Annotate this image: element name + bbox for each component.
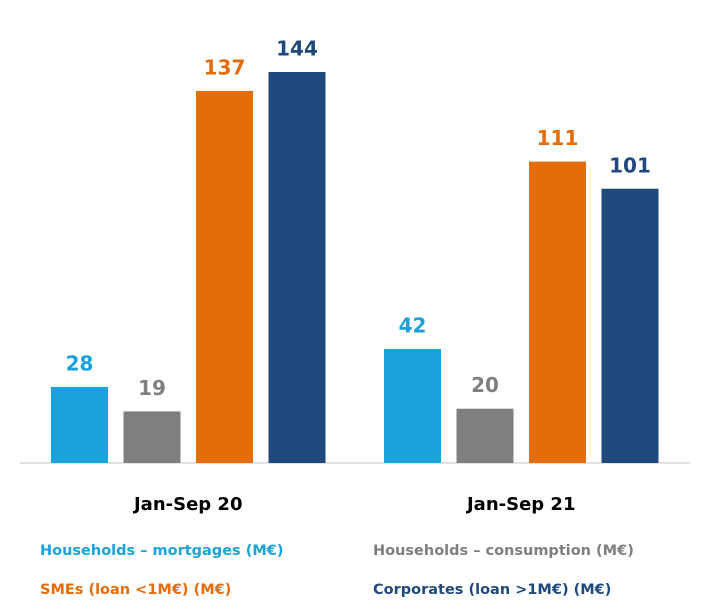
legend-label: SMEs (loan <1M€) (M€) — [40, 582, 231, 598]
legend-label: Corporates (loan >1M€) (M€) — [373, 582, 611, 598]
value-label: 20 — [471, 373, 499, 397]
value-label: 111 — [537, 126, 579, 150]
x-tick-label: Jan-Sep 21 — [465, 494, 576, 515]
bar — [123, 411, 181, 463]
bar — [384, 348, 441, 463]
value-label: 137 — [204, 56, 246, 80]
value-label: 101 — [609, 153, 651, 177]
x-tick-label: Jan-Sep 20 — [132, 494, 243, 515]
value-label: 42 — [399, 313, 427, 337]
bar — [51, 386, 108, 463]
value-label: 144 — [276, 37, 318, 61]
value-label: 19 — [138, 376, 166, 400]
bar — [268, 72, 326, 463]
legend-label: Households – mortgages (M€) — [40, 543, 283, 559]
bar — [196, 91, 253, 463]
value-label: 28 — [66, 351, 94, 375]
bar — [601, 188, 659, 463]
bar — [456, 408, 514, 463]
bar — [529, 161, 586, 463]
legend-label: Households – consumption (M€) — [373, 543, 634, 559]
